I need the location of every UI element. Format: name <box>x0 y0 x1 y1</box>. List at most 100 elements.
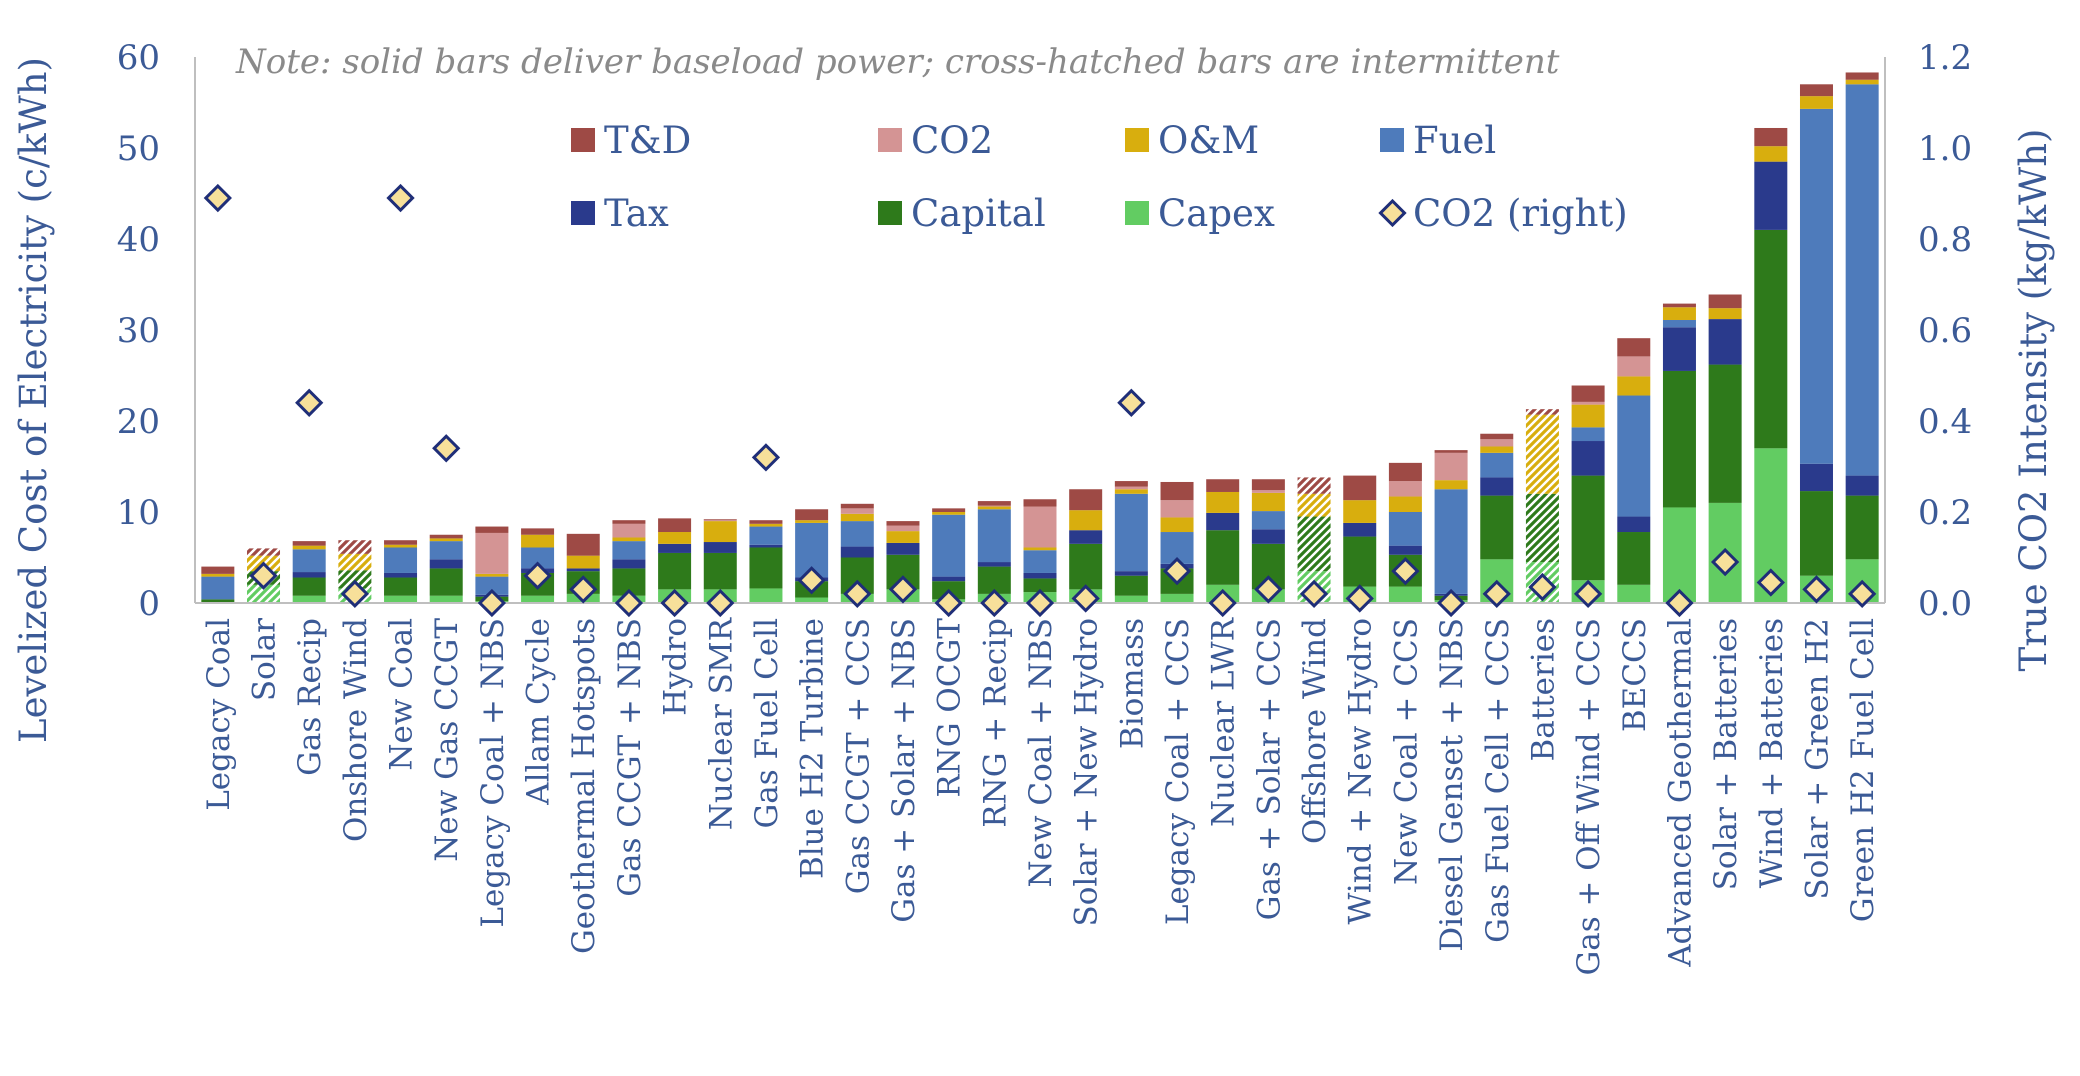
bar-stack <box>384 540 418 603</box>
legend-label: Capex <box>1158 192 1275 235</box>
legend-item-fuel: Fuel <box>1380 119 1496 162</box>
y2-tick-label: 0.2 <box>1918 493 1972 533</box>
bar-segment-fuel <box>1434 489 1468 594</box>
co2-marker <box>1573 579 1603 609</box>
bar-segment-capex <box>1114 595 1148 603</box>
bar-segment-td <box>1388 462 1422 482</box>
bar-segment-om <box>1251 492 1285 512</box>
co2-markers <box>203 183 1877 618</box>
bar-segment-fuel <box>749 526 783 545</box>
x-tick-label: Gas CCGT + CCS <box>840 618 876 894</box>
bar-segment-om <box>521 534 555 548</box>
bar-stack <box>1571 385 1605 603</box>
legend-label: Tax <box>604 192 669 235</box>
bar-segment-td <box>840 503 874 509</box>
co2-marker <box>797 566 826 595</box>
bar-segment-td <box>1799 84 1833 97</box>
x-tick-label: Onshore Wind <box>338 618 374 842</box>
bar-stack <box>1023 499 1057 603</box>
bar-segment-td <box>521 528 555 535</box>
bar-segment-om <box>1480 446 1514 453</box>
bar-segment-om <box>201 573 235 577</box>
co2-marker <box>386 183 415 213</box>
bar-segment-fuel <box>201 576 235 600</box>
bar-segment-capital <box>429 568 463 596</box>
bar-segment-co2 <box>1388 481 1422 497</box>
bar-segment-capex <box>1160 593 1194 603</box>
bar-segment-om <box>1571 404 1605 428</box>
bar-segment-om <box>795 520 829 523</box>
co2-marker <box>1162 557 1192 586</box>
bar-segment-td <box>749 520 783 524</box>
bar-segment-tax <box>1708 319 1742 365</box>
x-tick-label: Gas + Solar + CCS <box>1251 618 1287 920</box>
bar-segment-capital <box>1525 493 1559 563</box>
legend-item-co2_right: CO2 (right) <box>1378 192 1628 235</box>
bar-segment-om <box>1754 146 1788 162</box>
bar-segment-td <box>1206 479 1240 492</box>
bar-segment-om <box>429 538 463 542</box>
bar-segment-td <box>338 540 372 554</box>
bar-segment-capital <box>1114 575 1148 596</box>
bar-segment-om <box>1434 480 1468 490</box>
x-tick-label: Diesel Genset + NBS <box>1434 618 1470 952</box>
bar-stack <box>977 501 1011 603</box>
bar-segment-tax <box>1754 161 1788 230</box>
bar-segment-capital <box>1754 229 1788 449</box>
bar-segment-om <box>749 523 783 527</box>
co2-marker <box>340 579 370 609</box>
bar-segment-fuel <box>1662 319 1696 328</box>
bar-segment-fuel <box>475 576 509 595</box>
bar-segment-td <box>886 521 920 526</box>
x-tick-label: Wind + New Hydro <box>1343 618 1379 924</box>
y-tick-label: 20 <box>117 402 160 442</box>
legend-item-capital: Capital <box>878 192 1046 235</box>
bar-segment-om <box>886 531 920 543</box>
co2-marker <box>751 443 781 472</box>
x-tick-label: Gas CCGT + NBS <box>612 618 648 897</box>
bar-segment-td <box>1571 385 1605 402</box>
y2-tick-label: 0.0 <box>1918 584 1972 624</box>
co2-marker <box>1710 547 1740 577</box>
legend-label: Capital <box>911 192 1046 235</box>
bar-segment-capex <box>1662 507 1696 603</box>
bar-segment-capital <box>1069 543 1103 590</box>
bar-segment-co2 <box>703 520 737 522</box>
bar-segment-co2 <box>1434 452 1468 481</box>
co2-marker <box>614 588 644 618</box>
co2-marker <box>1436 588 1466 618</box>
bar-stack <box>1617 338 1651 603</box>
bar-segment-td <box>1845 72 1879 80</box>
bar-segment-om <box>475 573 509 577</box>
bar-stack <box>1662 303 1696 603</box>
co2-marker <box>1482 579 1511 609</box>
bar-segment-capital <box>1617 532 1651 585</box>
bar-segment-om <box>977 506 1011 510</box>
y-tick-label: 30 <box>117 311 160 351</box>
bar-segment-td <box>292 541 326 546</box>
legend-item-td: T&D <box>571 119 691 162</box>
bar-segment-td <box>384 540 418 545</box>
bar-segment-tax <box>1799 463 1833 492</box>
bar-segment-om <box>1160 517 1194 533</box>
bar-segment-om <box>292 545 326 550</box>
bar-segment-td <box>1617 338 1651 357</box>
bar-segment-capex <box>521 595 555 603</box>
co2-marker <box>1802 575 1831 604</box>
bar-stack <box>1754 127 1788 603</box>
legend-swatch <box>1125 128 1149 152</box>
legend-marker-icon <box>1378 198 1407 228</box>
y-tick-label: 50 <box>117 129 160 169</box>
bar-segment-tax <box>1343 522 1377 537</box>
y2-axis-title: True CO2 Intensity (kg/kWh) <box>2012 129 2055 672</box>
bar-segment-td <box>932 508 966 512</box>
legend-swatch <box>1380 128 1404 152</box>
bar-segment-co2 <box>1023 506 1057 548</box>
bar-segment-co2 <box>977 505 1011 507</box>
co2-marker <box>1665 588 1694 618</box>
y2-tick-label: 0.8 <box>1918 220 1972 260</box>
co2-marker <box>432 434 461 463</box>
co2-marker <box>477 588 507 618</box>
bar-segment-td <box>612 520 646 524</box>
bar-segment-om <box>1069 510 1103 531</box>
